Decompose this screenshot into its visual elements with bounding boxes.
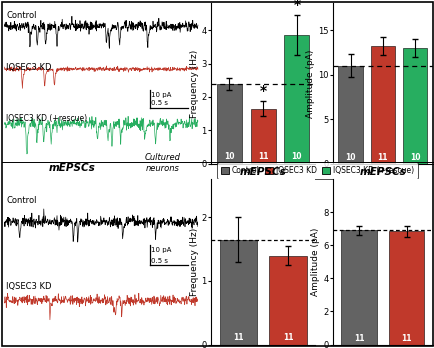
Text: 0.5 s: 0.5 s xyxy=(151,258,168,263)
Text: 11: 11 xyxy=(353,334,363,343)
Bar xyxy=(402,48,426,164)
Legend: Control, IQSEC3 KD, IQSEC3 KD (+rescue): Control, IQSEC3 KD, IQSEC3 KD (+rescue) xyxy=(217,162,417,179)
Title: mEPSCs: mEPSCs xyxy=(358,167,405,177)
Text: 10: 10 xyxy=(345,153,355,162)
Text: 10: 10 xyxy=(291,152,301,161)
Text: 10: 10 xyxy=(409,153,419,162)
Text: *: * xyxy=(293,0,300,12)
Text: 11: 11 xyxy=(377,153,387,162)
Bar xyxy=(283,35,309,164)
Text: mEPSCs: mEPSCs xyxy=(49,163,95,173)
Text: *: * xyxy=(259,84,266,98)
Bar xyxy=(338,66,362,164)
Text: IQSEC3 KD: IQSEC3 KD xyxy=(6,63,52,72)
Y-axis label: Amplitude (pA): Amplitude (pA) xyxy=(306,49,315,118)
Y-axis label: Frequency (Hz): Frequency (Hz) xyxy=(189,49,198,118)
Bar xyxy=(217,84,242,164)
Text: IQSEC3 KD (+rescue): IQSEC3 KD (+rescue) xyxy=(6,114,87,123)
Text: 10 pA: 10 pA xyxy=(151,247,171,253)
Bar xyxy=(269,255,306,345)
Title: mEPSCs: mEPSCs xyxy=(239,167,286,177)
Text: 10 pA: 10 pA xyxy=(151,92,171,97)
Y-axis label: Frequency (Hz): Frequency (Hz) xyxy=(189,228,198,296)
Bar xyxy=(219,240,256,345)
Text: 11: 11 xyxy=(282,333,293,342)
Text: 0.5 s: 0.5 s xyxy=(151,100,168,106)
Text: 11: 11 xyxy=(257,152,268,161)
Title: mIPSCs: mIPSCs xyxy=(360,0,404,1)
Y-axis label: Amplitude (pA): Amplitude (pA) xyxy=(311,228,320,296)
Text: 10: 10 xyxy=(224,152,234,161)
Bar xyxy=(340,230,376,345)
Text: IQSEC3 KD: IQSEC3 KD xyxy=(6,282,52,291)
Text: Cultured
neurons: Cultured neurons xyxy=(145,153,181,173)
Title: mIPSCs: mIPSCs xyxy=(241,0,284,1)
Text: 11: 11 xyxy=(401,334,411,343)
Text: 11: 11 xyxy=(233,333,243,342)
Bar xyxy=(388,231,424,345)
Text: Control: Control xyxy=(6,11,37,21)
Text: Control: Control xyxy=(6,196,37,205)
Bar xyxy=(250,109,275,164)
Bar xyxy=(370,46,394,164)
